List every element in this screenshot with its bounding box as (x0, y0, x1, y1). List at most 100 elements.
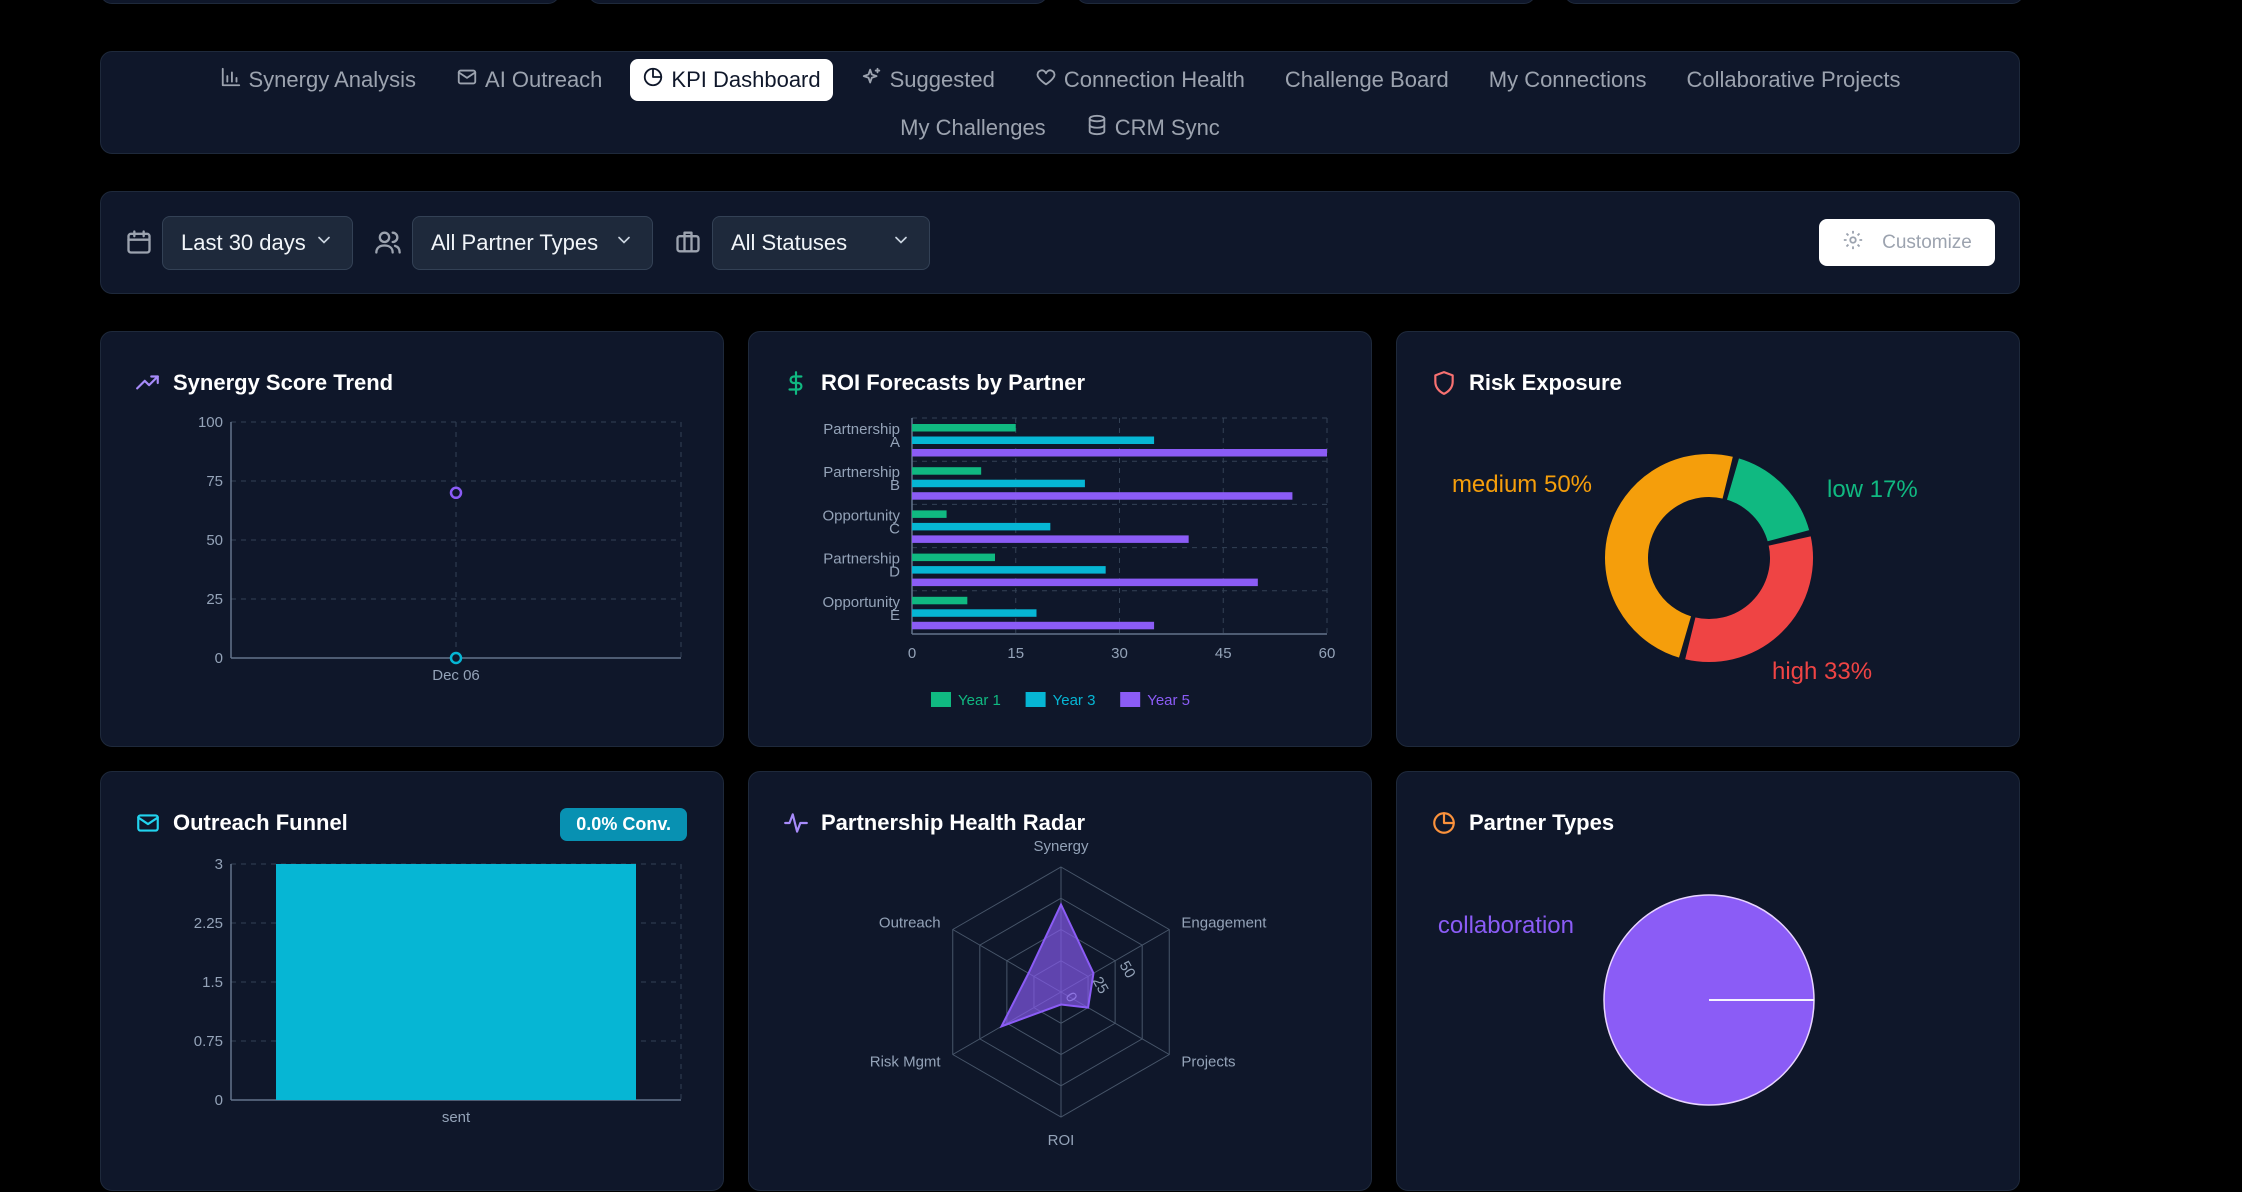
trending-up-icon (135, 370, 161, 396)
tab-my-connections[interactable]: My Connections (1477, 59, 1659, 101)
tab-connection-health[interactable]: Connection Health (1023, 59, 1257, 101)
radar-axis-label: Projects (1181, 1054, 1235, 1071)
card-title: Outreach Funnel (173, 810, 348, 835)
sparkles-icon (861, 66, 883, 94)
bar (912, 566, 1106, 574)
tab-challenge-board[interactable]: Challenge Board (1273, 59, 1461, 101)
radar-tick-label: 25 (1089, 974, 1112, 997)
donut-slice (1603, 452, 1736, 661)
scrolled-card-stub (1564, 0, 2024, 4)
bar-chart-icon (220, 66, 242, 94)
y-tick-label: C (889, 520, 900, 537)
bar (912, 436, 1155, 444)
filter-bar: Last 30 days All Partner Types All Statu… (100, 191, 2020, 294)
tab-label: Challenge Board (1284, 67, 1449, 92)
x-tick-label: Dec 06 (432, 667, 480, 684)
scrolled-card-stub (588, 0, 1048, 4)
outreach-funnel-chart: 0 0.75 1.5 2.25 3 sent (194, 856, 682, 1126)
radar-axis-label: ROI (1048, 1132, 1075, 1149)
radar-tick-label: 50 (1116, 958, 1139, 981)
y-tick-label: Opportunity (822, 507, 900, 524)
bar (912, 467, 982, 475)
bar (912, 578, 1258, 587)
legend-swatch (1025, 692, 1046, 707)
risk-exposure-chart: low 17% high 33% medium 50% (1452, 452, 1918, 685)
partner-type-select[interactable]: All Partner Types (412, 216, 653, 270)
shield-icon (1431, 370, 1457, 396)
bar (912, 492, 1293, 500)
x-tick-label: 30 (1111, 645, 1128, 662)
data-point (449, 651, 463, 665)
tab-crm-sync[interactable]: CRM Sync (1074, 107, 1232, 149)
customize-label: Customize (1882, 231, 1972, 253)
x-tick-label: 45 (1215, 645, 1232, 662)
card-title: Partnership Health Radar (821, 810, 1086, 835)
bar (912, 553, 995, 562)
tab-label: Suggested (889, 67, 995, 92)
bar (912, 522, 1051, 531)
radar-axis-label: Synergy (1033, 838, 1089, 855)
tab-synergy-analysis[interactable]: Synergy Analysis (208, 59, 429, 101)
tab-bar: Synergy Analysis AI Outreach KPI Dashboa… (100, 51, 2020, 154)
chevron-down-icon (891, 230, 911, 256)
legend-swatch (1120, 692, 1141, 707)
y-tick-label: A (890, 434, 900, 451)
radar-axis-label: Outreach (879, 915, 941, 932)
tab-label: Synergy Analysis (248, 67, 417, 92)
y-tick-label: 100 (198, 414, 223, 431)
x-tick-label: sent (442, 1109, 471, 1126)
bar (912, 449, 1327, 457)
y-tick-label: Partnership (823, 421, 900, 438)
risk-exposure-card: Risk Exposure low 17% high 33% medium 50% (1396, 331, 2020, 747)
x-tick-label: 15 (1007, 645, 1024, 662)
status-value: All Statuses (731, 230, 848, 255)
legend-label: Year 1 (958, 692, 1001, 709)
bar (912, 609, 1037, 617)
legend-label: Year 5 (1147, 692, 1190, 709)
donut-slice (1682, 533, 1815, 664)
chevron-down-icon (314, 230, 334, 256)
donut-slice (1724, 455, 1812, 544)
bar (912, 510, 947, 518)
bar (912, 479, 1085, 488)
bar (912, 424, 1016, 432)
y-tick-label: Opportunity (822, 594, 900, 611)
roi-forecast-card: ROI Forecasts by Partner 0 15 30 45 60 Partne… (748, 331, 1372, 747)
bar (276, 864, 636, 1100)
tab-label: Connection Health (1063, 67, 1245, 92)
health-radar-card: Partnership Health Radar Synergy Engageme… (748, 771, 1372, 1191)
legend-label: Year 3 (1053, 692, 1096, 709)
customize-button[interactable]: Customize (1819, 219, 1995, 266)
tab-my-challenges[interactable]: My Challenges (888, 107, 1058, 149)
pie-chart-icon (642, 66, 664, 94)
synergy-trend-chart: 0 25 50 75 100 Dec 06 (198, 414, 682, 684)
y-tick-label: 75 (206, 473, 223, 490)
partner-types-chart: collaboration (1438, 894, 1815, 1106)
card-title: Risk Exposure (1469, 370, 1622, 395)
date-range-select[interactable]: Last 30 days (162, 216, 353, 270)
radar-area (999, 902, 1095, 1029)
tab-ai-outreach[interactable]: AI Outreach (444, 59, 614, 101)
y-tick-label: Partnership (823, 464, 900, 481)
gear-icon (1842, 229, 1864, 257)
database-icon (1086, 114, 1108, 142)
conversion-badge: 0.0% Conv. (560, 808, 687, 841)
y-tick-label: E (890, 607, 900, 624)
radar-axis-label: Engagement (1181, 915, 1267, 932)
slice-label: collaboration (1438, 912, 1574, 939)
y-tick-label: 2.25 (194, 915, 223, 932)
synergy-trend-card: Synergy Score Trend 0 25 50 75 100 Dec 06 (100, 331, 724, 747)
slice-label: high 33% (1772, 658, 1872, 685)
card-title: ROI Forecasts by Partner (821, 370, 1086, 395)
tab-suggested[interactable]: Suggested (849, 59, 1007, 101)
date-range-value: Last 30 days (181, 230, 306, 255)
mail-icon (135, 810, 161, 836)
tab-collaborative-projects[interactable]: Collaborative Projects (1675, 59, 1913, 101)
health-radar-chart: Synergy Engagement Projects ROI Risk Mgmt Out… (870, 838, 1267, 1149)
card-title: Synergy Score Trend (173, 370, 394, 395)
tab-kpi-dashboard[interactable]: KPI Dashboard (630, 59, 833, 101)
status-select[interactable]: All Statuses (712, 216, 930, 270)
data-point (449, 486, 463, 500)
tab-label: AI Outreach (485, 67, 603, 92)
y-tick-label: 1.5 (202, 974, 223, 991)
